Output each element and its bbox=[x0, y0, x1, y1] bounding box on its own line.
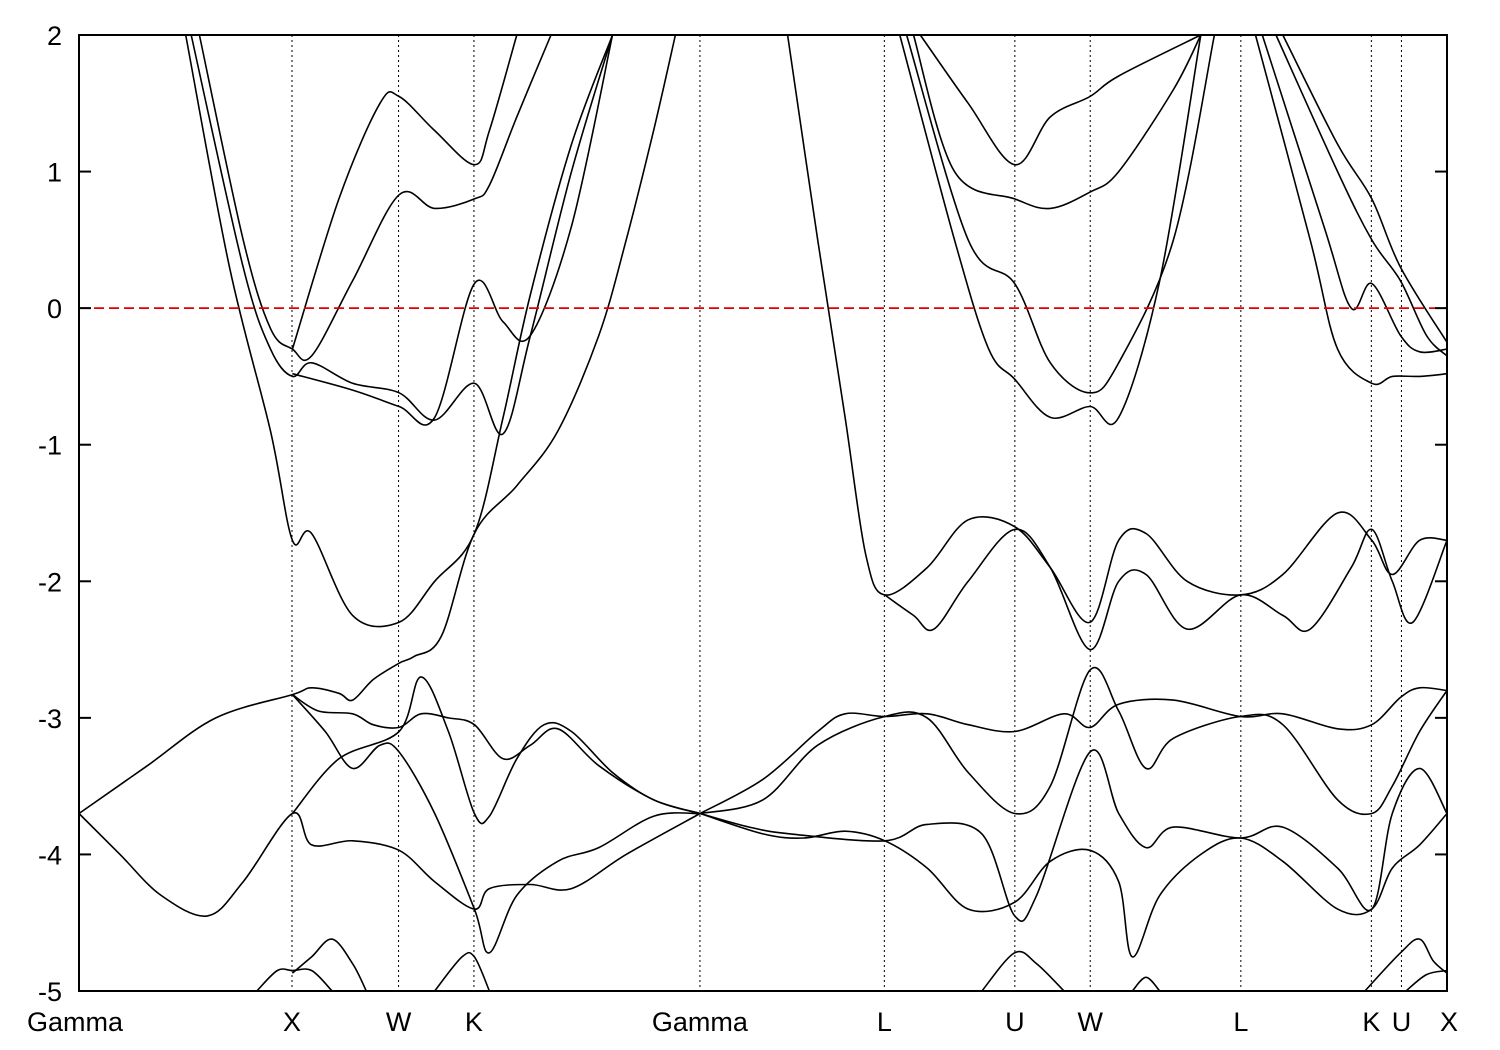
x-tick-label: K bbox=[1362, 1007, 1380, 1037]
x-tick-label: W bbox=[386, 1007, 412, 1037]
band-line-30 bbox=[1364, 938, 1448, 992]
x-tick-label: Gamma bbox=[652, 1007, 749, 1037]
x-tick-label: U bbox=[1392, 1007, 1412, 1037]
y-tick-label: -2 bbox=[38, 567, 62, 597]
y-tick-label: -4 bbox=[38, 840, 62, 870]
band-line-8 bbox=[699, 749, 1448, 922]
x-tick-label: L bbox=[1233, 1007, 1248, 1037]
x-tick-label: W bbox=[1077, 1007, 1103, 1037]
band-line-16 bbox=[292, 34, 614, 426]
x-tick-label: U bbox=[1005, 1007, 1025, 1037]
band-lines bbox=[78, 34, 1448, 992]
x-tick-label: X bbox=[1440, 1007, 1458, 1037]
band-line-1 bbox=[78, 34, 677, 815]
band-line-12 bbox=[184, 34, 614, 628]
band-line-27 bbox=[434, 951, 491, 992]
band-line-4 bbox=[291, 694, 701, 954]
band-line-22 bbox=[1261, 34, 1448, 354]
y-tick-label: 2 bbox=[47, 21, 62, 51]
band-line-24 bbox=[1282, 34, 1448, 343]
band-line-7 bbox=[699, 812, 1448, 958]
x-tick-label: Gamma bbox=[27, 1007, 124, 1037]
band-line-11 bbox=[884, 528, 1448, 651]
x-tick-label: L bbox=[877, 1007, 892, 1037]
y-tick-label: -5 bbox=[38, 977, 62, 1007]
band-line-28 bbox=[981, 950, 1065, 992]
band-line-31 bbox=[1405, 969, 1448, 992]
kpoint-vertical-lines bbox=[291, 35, 1402, 991]
y-tick-label: -1 bbox=[38, 431, 62, 461]
band-line-15 bbox=[291, 34, 518, 350]
plot-background bbox=[79, 35, 1447, 991]
x-tick-label: K bbox=[465, 1007, 483, 1037]
band-line-26 bbox=[291, 938, 368, 992]
y-tick-label: 0 bbox=[47, 294, 62, 324]
y-tick-label: -3 bbox=[38, 704, 62, 734]
band-line-17 bbox=[912, 34, 1202, 210]
y-tick-label: 1 bbox=[47, 158, 62, 188]
band-line-3 bbox=[291, 676, 701, 825]
band-line-10 bbox=[786, 34, 1448, 624]
band-line-20 bbox=[905, 34, 1216, 394]
x-axis-ticks: Gamma X W K Gamma L U W L K U X bbox=[27, 1007, 1458, 1037]
band-line-18 bbox=[919, 34, 1202, 166]
band-line-25 bbox=[256, 968, 333, 992]
band-line-21 bbox=[1254, 34, 1448, 386]
band-line-5 bbox=[291, 693, 701, 815]
band-line-2 bbox=[78, 812, 701, 917]
band-line-14 bbox=[198, 34, 552, 362]
band-line-6 bbox=[699, 686, 1448, 815]
band-line-9 bbox=[699, 666, 1448, 816]
band-line-23 bbox=[1275, 34, 1448, 357]
band-line-29 bbox=[1131, 976, 1161, 992]
plot-frame bbox=[78, 34, 1448, 992]
band-line-13 bbox=[190, 34, 614, 436]
x-tick-label: X bbox=[283, 1007, 301, 1037]
y-axis-ticks: 2 1 0 -1 -2 -3 -4 -5 bbox=[38, 21, 1447, 1007]
